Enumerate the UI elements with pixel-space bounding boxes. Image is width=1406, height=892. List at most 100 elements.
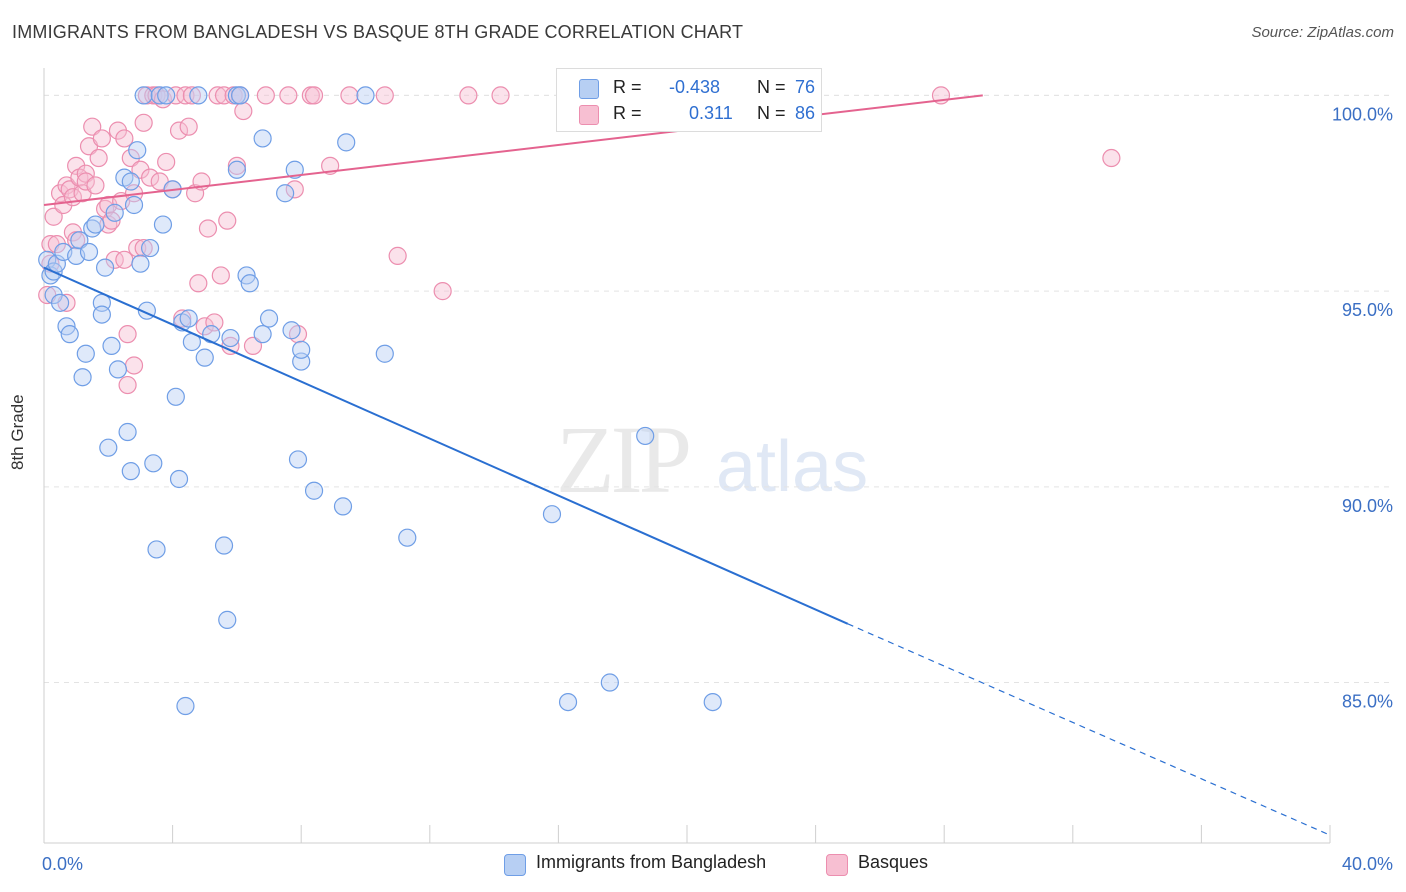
bangladesh-point	[105, 203, 124, 222]
basques-point	[83, 117, 102, 136]
basques-point	[169, 121, 189, 140]
legend-swatch-blue	[579, 79, 599, 99]
legend-n-label: N =	[757, 77, 786, 97]
basques-point	[115, 129, 134, 148]
bangladesh-point	[240, 274, 259, 293]
bangladesh-point	[70, 231, 89, 250]
bangladesh-point	[131, 254, 150, 273]
bangladesh-point	[140, 238, 160, 258]
y-tick-label: 85.0%	[1342, 692, 1393, 712]
watermark-zip: ZIP	[556, 406, 692, 513]
basques-point	[214, 86, 234, 105]
bangladesh-point	[176, 696, 195, 716]
legend-n-value: 86	[795, 103, 816, 123]
bangladesh-point	[600, 673, 619, 692]
basques-point	[208, 86, 227, 105]
bangladesh-point	[282, 321, 301, 340]
basques-points	[38, 86, 1121, 395]
basques-point	[340, 86, 359, 105]
basques-point	[124, 356, 144, 375]
bangladesh-point	[108, 360, 128, 379]
bangladesh-point	[86, 215, 105, 234]
basques-point	[234, 101, 253, 121]
basques-point	[44, 207, 63, 226]
legend-r-label: R =	[613, 77, 642, 97]
bangladesh-point	[636, 426, 655, 446]
basques-point	[491, 86, 510, 105]
basques-point	[189, 274, 208, 293]
legend-swatch-pink	[579, 105, 599, 125]
bangladesh-point	[214, 536, 234, 555]
bangladesh-point	[60, 325, 79, 344]
bangladesh-point	[221, 328, 240, 348]
bangladesh-point	[398, 528, 417, 547]
legend-n-label: N =	[757, 103, 786, 123]
bangladesh-point	[227, 160, 246, 179]
basques-point	[433, 282, 452, 301]
grid-lines	[44, 94, 1392, 684]
basques-point	[86, 176, 105, 195]
bangladesh-point	[285, 160, 304, 179]
bangladesh-point	[253, 129, 272, 148]
bangladesh-point	[304, 481, 324, 500]
basques-point	[173, 309, 192, 328]
bangladesh-point	[333, 497, 353, 516]
trend-lines	[43, 94, 1331, 836]
bangladesh-point	[169, 469, 189, 489]
bangladesh-point	[99, 438, 118, 457]
basques-point	[243, 336, 263, 356]
bangladesh-point	[179, 309, 198, 328]
bangladesh-point	[147, 540, 166, 559]
basques-point	[285, 180, 304, 199]
bangladesh-point	[102, 336, 121, 356]
basques-point	[76, 172, 95, 191]
legend-swatch-pink	[826, 854, 848, 876]
bangladesh-point	[195, 348, 214, 367]
legend-r-value: -0.438	[669, 77, 721, 97]
x-tick-label-min: 0.0%	[42, 854, 83, 874]
bangladesh-point	[231, 86, 250, 105]
bangladesh-point	[150, 86, 169, 105]
basques-point	[92, 129, 111, 148]
bangladesh-point	[276, 184, 295, 203]
bangladesh-point	[292, 340, 311, 359]
y-tick-label: 95.0%	[1342, 300, 1393, 320]
basques-point	[89, 148, 108, 168]
bangladesh-point	[153, 215, 173, 234]
basques-point	[375, 86, 394, 105]
bangladesh-point	[189, 86, 208, 105]
bangladesh-point	[121, 462, 140, 481]
bangladesh-point	[288, 450, 308, 469]
basques-point	[186, 184, 205, 203]
bangladesh-point	[542, 505, 562, 524]
basques-point	[205, 313, 224, 332]
bangladesh-trend-line	[43, 266, 849, 625]
basques-point	[388, 246, 407, 265]
basques-trend-line	[43, 94, 983, 206]
bangladesh-point	[218, 610, 237, 629]
bangladesh-point	[124, 195, 144, 215]
basques-point	[140, 168, 160, 187]
bangladesh-point	[166, 387, 185, 406]
bangladesh-point	[118, 422, 137, 442]
bangladesh-point	[157, 86, 176, 105]
basques-point	[198, 219, 218, 238]
bangladesh-point	[337, 133, 356, 152]
bangladesh-point	[375, 344, 394, 363]
bangladesh-point	[95, 258, 115, 277]
bangladesh-point	[50, 293, 70, 312]
bangladesh-point	[121, 172, 140, 191]
basques-point	[227, 156, 246, 175]
bangladesh-point	[144, 454, 163, 473]
basques-point	[182, 86, 201, 105]
y-tick-label: 90.0%	[1342, 496, 1393, 516]
bangladesh-point	[703, 692, 722, 712]
bangladesh-points	[38, 86, 722, 716]
tick-labels: 85.0% 90.0% 95.0% 100.0% 0.0% 40.0%	[42, 104, 1393, 874]
basques-point	[304, 86, 324, 105]
bangladesh-point	[253, 325, 272, 344]
series-legend: Immigrants from Bangladesh Basques	[0, 852, 1406, 878]
basques-point	[179, 117, 198, 136]
basques-point	[256, 86, 275, 105]
